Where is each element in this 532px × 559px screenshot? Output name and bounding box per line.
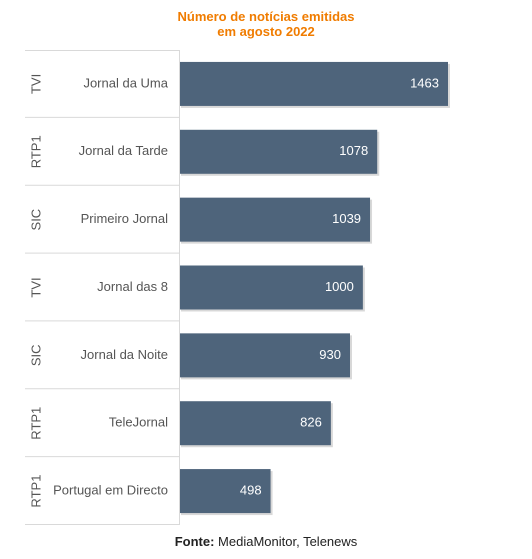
channel-label: RTP1 [28, 135, 43, 168]
bar [179, 197, 371, 242]
source-label: Fonte: [174, 534, 215, 549]
program-label: TeleJornal [109, 415, 168, 430]
channel-label: SIC [28, 345, 43, 367]
channel-label: SIC [28, 209, 43, 231]
bar [179, 129, 378, 174]
bar-chart: TVI Jornal da Uma 1463 RTP1 Jornal da Tarde 1… [25, 50, 515, 525]
program-label: Jornal da Tarde [79, 143, 168, 158]
channel-label: RTP1 [28, 407, 43, 440]
bar [179, 401, 331, 446]
data-label: 1000 [325, 279, 354, 294]
bar [179, 469, 271, 514]
data-label: 930 [319, 347, 341, 362]
program-label: Primeiro Jornal [81, 211, 169, 226]
bar-chart-svg: TVI Jornal da Uma 1463 RTP1 Jornal da Tarde 1… [25, 50, 450, 525]
data-label: 1078 [339, 143, 368, 158]
chart-title: Número de notícias emitidas em agosto 20… [0, 9, 532, 39]
channel-label: TVI [28, 277, 43, 297]
program-label: Jornal das 8 [97, 279, 168, 294]
channel-label: RTP1 [28, 475, 43, 508]
bar [179, 333, 350, 378]
source-note: Fonte: MediaMonitor, Telenews [0, 534, 532, 549]
bar [179, 265, 363, 310]
data-label: 1039 [332, 211, 361, 226]
program-label: Jornal da Noite [81, 347, 168, 362]
chart-title-line2: em agosto 2022 [217, 24, 315, 39]
data-label: 826 [300, 415, 322, 430]
source-text: MediaMonitor, Telenews [214, 534, 358, 549]
chart-title-line1: Número de notícias emitidas [177, 9, 355, 24]
channel-label: TVI [28, 74, 43, 94]
data-label: 498 [240, 483, 262, 498]
bar [179, 61, 448, 106]
program-label: Jornal da Uma [83, 75, 168, 90]
program-label: Portugal em Directo [53, 483, 168, 498]
data-label: 1463 [410, 75, 439, 90]
